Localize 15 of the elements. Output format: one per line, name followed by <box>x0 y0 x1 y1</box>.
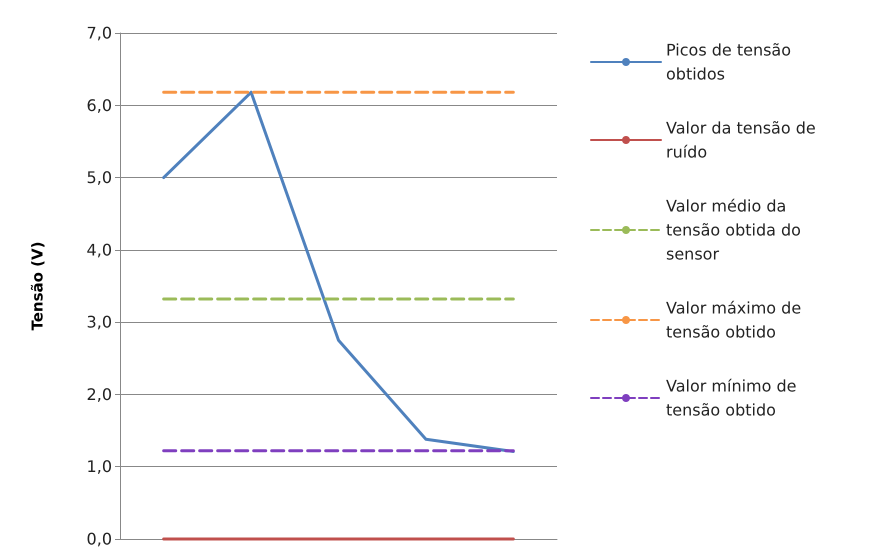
y-tick-label: 3,0 <box>86 312 112 332</box>
y-tick-label: 7,0 <box>86 24 112 42</box>
line-series <box>162 90 515 454</box>
y-tick-label: 2,0 <box>86 384 112 404</box>
y-tick-label: 0,0 <box>86 530 112 548</box>
legend-label: Valor da tensão de ruído <box>666 118 821 162</box>
y-tick-label: 5,0 <box>86 168 112 188</box>
y-tick-label: 1,0 <box>86 457 112 476</box>
legend-label: Valor máximo de tensão obtido <box>666 298 806 342</box>
legend-label: Picos de tensão obtidos <box>666 40 796 84</box>
y-tick-label: 4,0 <box>86 240 112 260</box>
y-axis-title: Tensão (V) <box>28 242 46 330</box>
legend-label: Valor médio da tensão obtida do sensor <box>666 196 806 264</box>
y-tick-label: 6,0 <box>86 96 112 115</box>
legend-label: Valor mínimo de tensão obtido <box>666 376 802 420</box>
